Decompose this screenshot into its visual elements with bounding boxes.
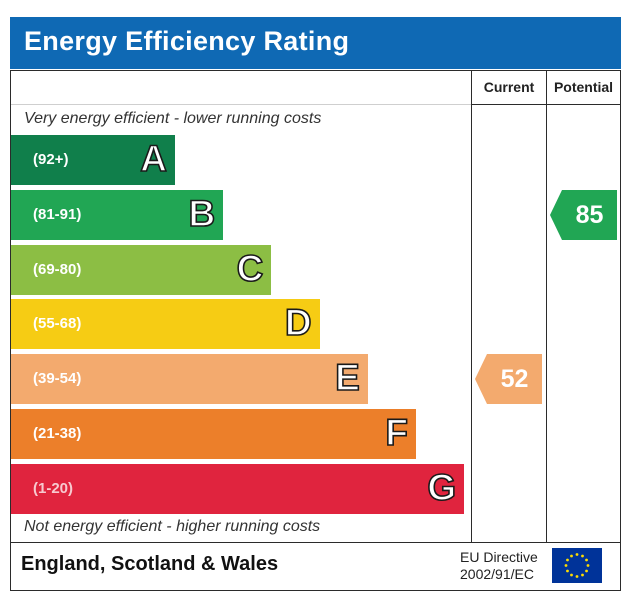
band-d: (55-68) D bbox=[11, 299, 320, 350]
eu-star bbox=[581, 554, 584, 558]
band-g: (1-20) G bbox=[11, 463, 465, 514]
band-d-range: (55-68) bbox=[33, 315, 82, 333]
potential-rating-marker-arrow-fill bbox=[550, 189, 617, 240]
eu-flag-icon bbox=[552, 548, 602, 583]
eu-directive-line2: 2002/91/EC bbox=[460, 566, 534, 582]
band-b: (81-91) B bbox=[11, 189, 224, 240]
band-a-range: (92+) bbox=[33, 151, 69, 168]
eu-star bbox=[564, 564, 568, 567]
top-efficiency-note: Very energy efficient - lower running co… bbox=[24, 110, 322, 127]
band-f-letter: F bbox=[385, 411, 409, 454]
eu-star bbox=[585, 558, 588, 562]
band-a-letter: A bbox=[139, 137, 167, 180]
band-f-range: (21-38) bbox=[33, 425, 82, 442]
footer-separator bbox=[11, 542, 620, 543]
region-label: England, Scotland & Wales bbox=[21, 553, 279, 575]
current-rating-marker-arrow-shape bbox=[475, 354, 542, 405]
potential-rating-marker-value: 85 bbox=[575, 200, 604, 229]
eu-star bbox=[575, 575, 579, 578]
band-d-letter: D bbox=[284, 302, 312, 345]
eu-star bbox=[566, 569, 569, 573]
band-c-range: (69-80) bbox=[33, 260, 82, 278]
eu-directive-label: EU Directive 2002/91/EC bbox=[460, 549, 538, 583]
band-f: (21-38) F bbox=[11, 409, 416, 459]
band-e-letter: E bbox=[334, 356, 360, 399]
band-g-letter: G bbox=[427, 466, 457, 509]
header-soft-separator bbox=[11, 104, 471, 105]
eu-star bbox=[570, 573, 573, 577]
current-column-divider bbox=[471, 71, 472, 542]
band-a: (92+) A bbox=[11, 135, 175, 185]
band-g-range: (1-20) bbox=[33, 479, 74, 497]
column-header-separator bbox=[471, 104, 620, 105]
current-rating-marker-value: 52 bbox=[500, 365, 529, 394]
current-column-header: Current bbox=[483, 79, 535, 95]
band-c-letter: C bbox=[236, 247, 264, 290]
bottom-efficiency-note: Not energy efficient - higher running co… bbox=[24, 518, 321, 535]
eu-star bbox=[575, 553, 579, 556]
eu-star bbox=[585, 569, 588, 573]
band-b-letter: B bbox=[188, 192, 216, 235]
eu-star bbox=[586, 564, 590, 567]
potential-rating-marker-arrow-shape bbox=[550, 189, 617, 240]
title-bar: Energy Efficiency Rating bbox=[10, 17, 621, 69]
potential-column-divider bbox=[546, 71, 547, 542]
eu-star bbox=[581, 573, 584, 577]
potential-rating-marker: 85 bbox=[550, 189, 617, 240]
band-e-range: (39-54) bbox=[33, 370, 82, 388]
chart-title: Energy Efficiency Rating bbox=[24, 26, 350, 56]
eu-stars-ring bbox=[564, 553, 590, 578]
band-e: (39-54) E bbox=[11, 354, 368, 405]
current-rating-marker-arrow-fill bbox=[475, 354, 542, 405]
band-b-range: (81-91) bbox=[33, 205, 82, 223]
band-c: (69-80) C bbox=[11, 244, 272, 295]
eu-directive-line1: EU Directive bbox=[460, 549, 538, 565]
eu-star bbox=[566, 558, 569, 562]
eu-star bbox=[570, 554, 573, 558]
rating-chart-frame: Current Potential Very energy efficient … bbox=[10, 70, 621, 591]
current-rating-marker: 52 bbox=[475, 354, 542, 405]
potential-column-header: Potential bbox=[553, 79, 614, 95]
